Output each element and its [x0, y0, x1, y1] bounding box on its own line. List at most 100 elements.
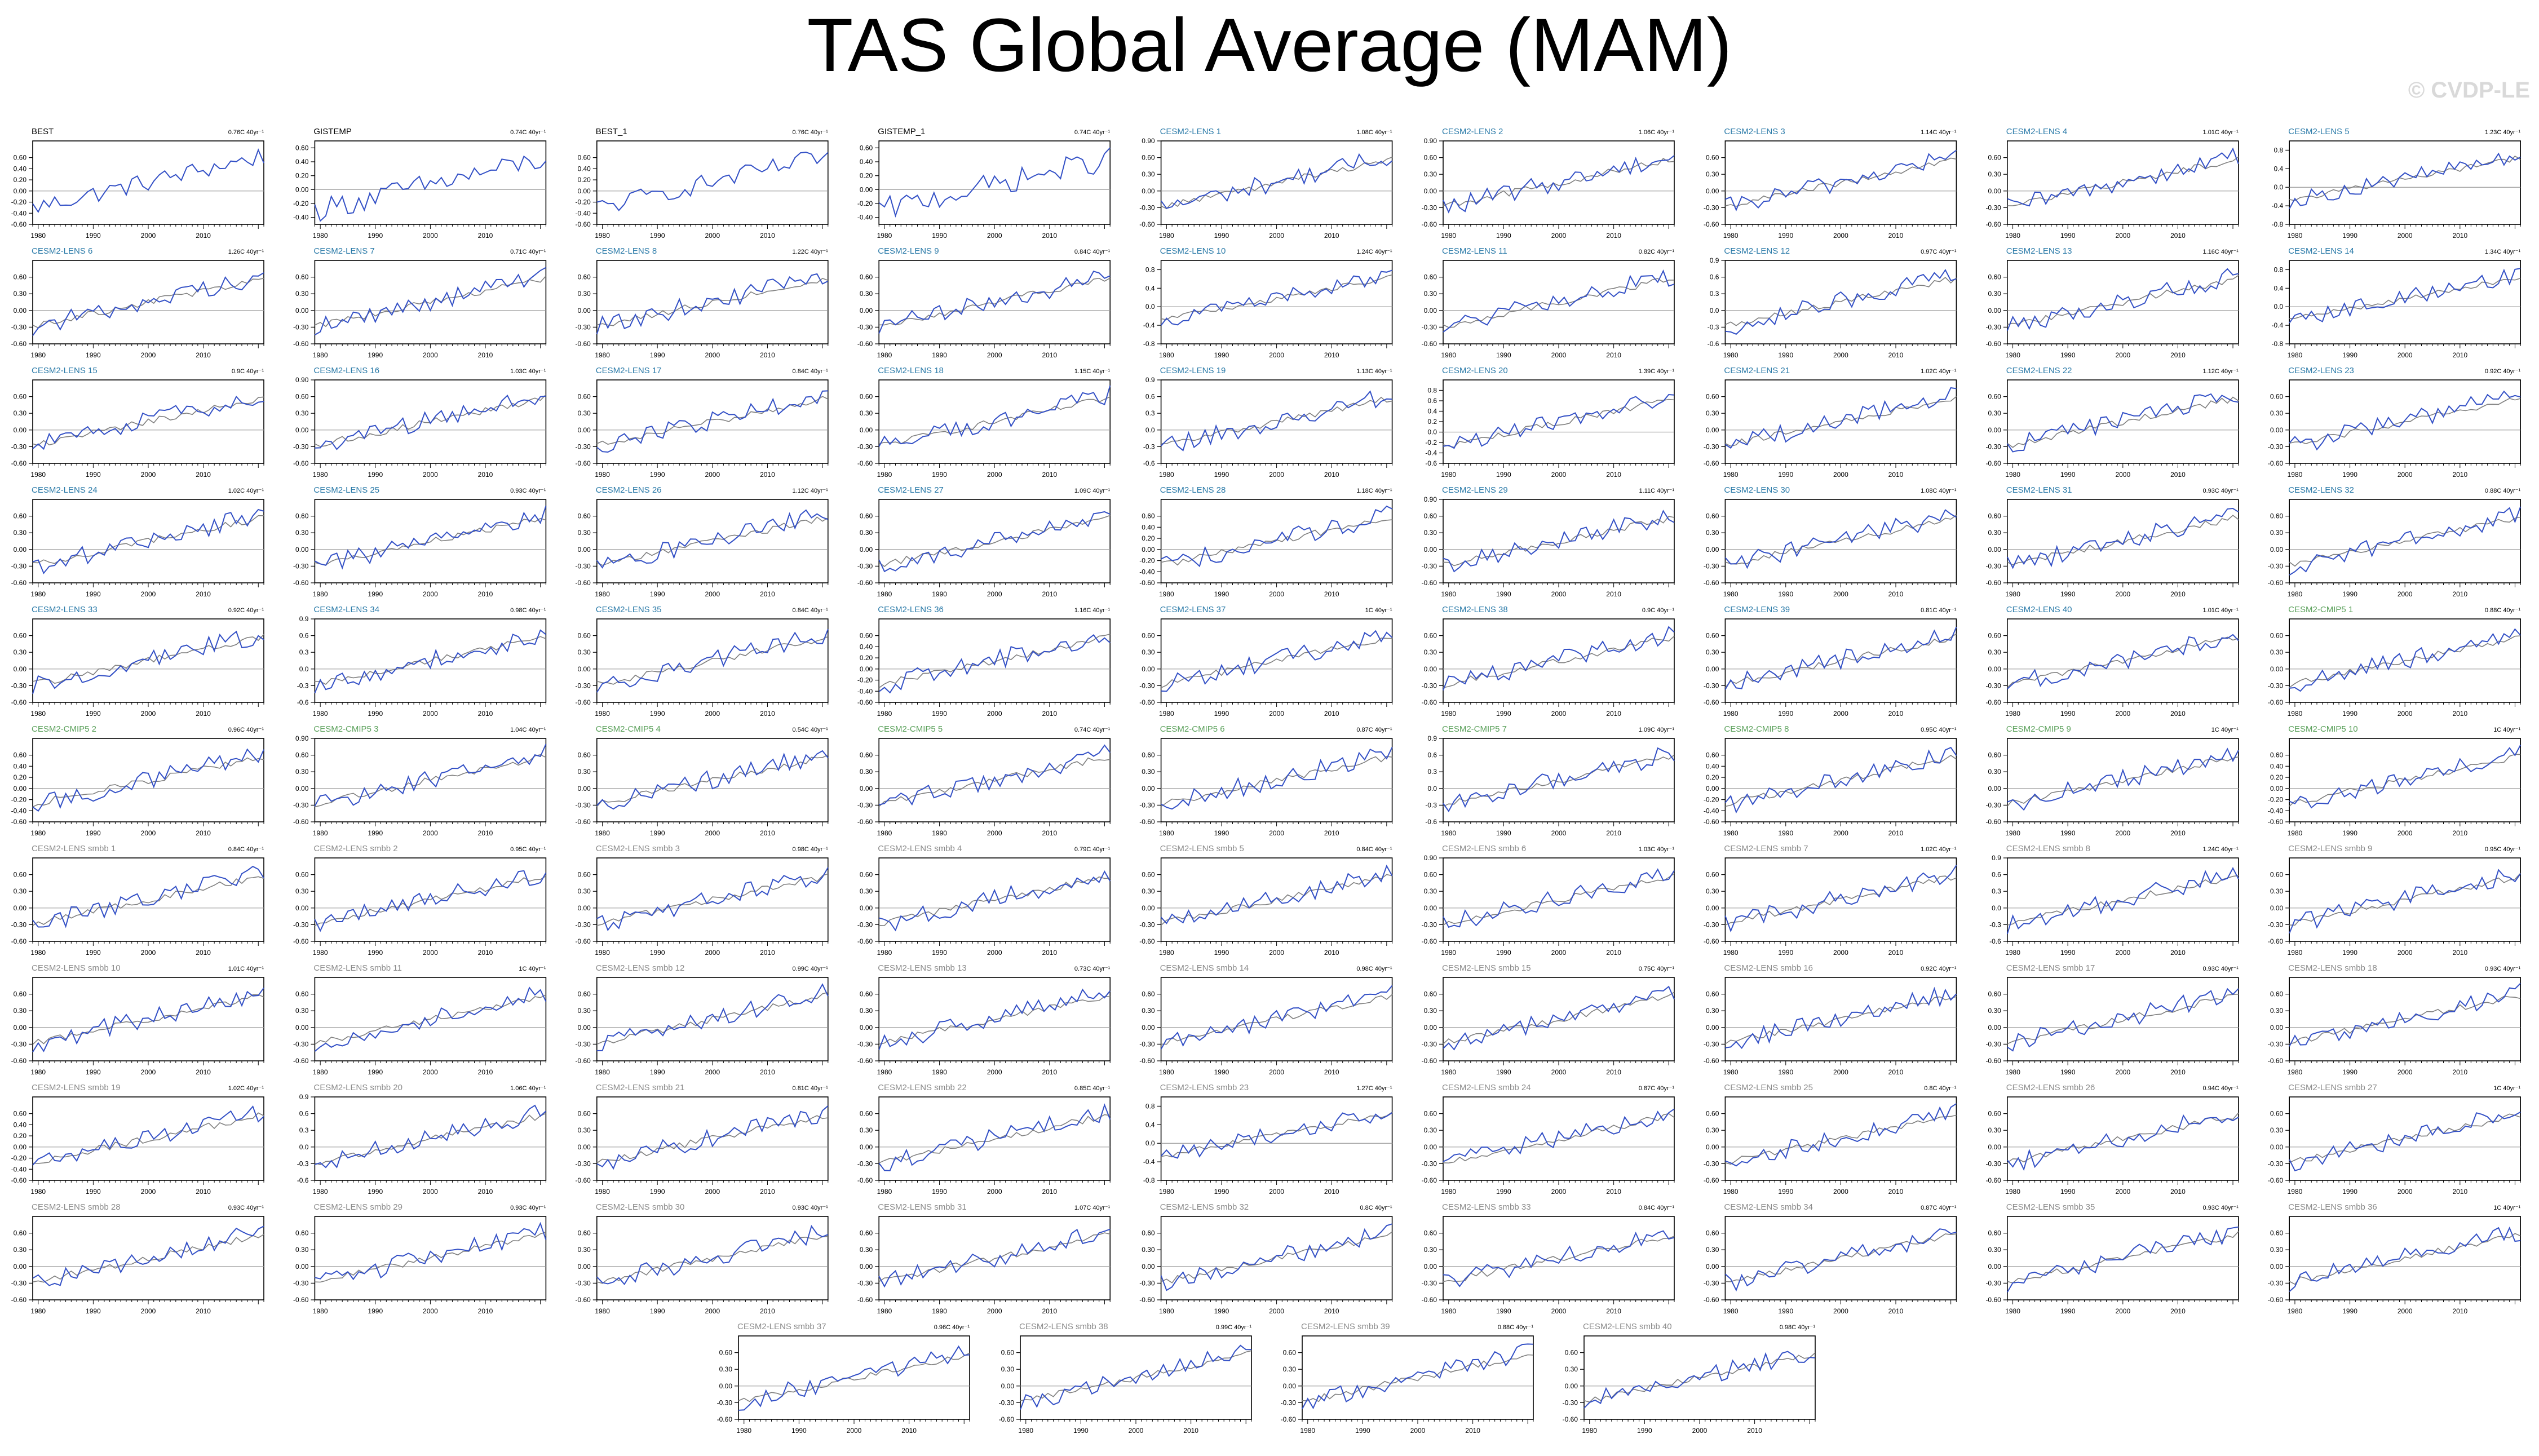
x-tick-label: 2010	[1888, 351, 1904, 359]
y-tick-label: 0.30	[860, 1007, 873, 1015]
y-tick-label: -0.60	[1985, 220, 2001, 228]
y-tick-label: -0.60	[575, 698, 591, 706]
panel: CESM2-LENS smbb 8 1.24C 40yr⁻¹ 0.9 0.6 0.3 0.…	[1989, 844, 2239, 957]
y-tick-label: -0.60	[293, 459, 309, 467]
panel-title: CESM2-LENS 5	[2288, 127, 2349, 136]
trend-label: 1.04C 40yr⁻¹	[510, 727, 546, 733]
series-line	[314, 629, 547, 693]
panel-title: CESM2-LENS smbb 1	[32, 844, 116, 853]
trend-label: 0.76C 40yr⁻¹	[228, 129, 264, 136]
x-tick-label: 2010	[478, 351, 493, 359]
series-line	[32, 272, 264, 336]
y-tick-label: 0.00	[1424, 546, 1437, 554]
x-tick-label: 1990	[1778, 710, 1793, 718]
y-tick-label: 0.60	[577, 632, 591, 640]
x-tick-label: 1990	[368, 1068, 383, 1076]
y-tick-label: -0.40	[575, 209, 591, 217]
y-tick-label: -0.60	[857, 1176, 873, 1184]
x-tick-label: 2010	[1888, 590, 1904, 598]
trend-label: 0.82C 40yr⁻¹	[1639, 249, 1675, 255]
y-tick-label: 0.9	[1710, 256, 1719, 264]
trend-label: 0.96C 40yr⁻¹	[228, 727, 264, 733]
plot-frame	[596, 738, 829, 822]
y-tick-label: 0.00	[1424, 307, 1437, 315]
y-tick-label: -0.8	[2272, 340, 2284, 348]
y-tick-label: 0.00	[295, 1024, 309, 1032]
ensemble-mean-line	[1443, 873, 1675, 926]
y-tick-label: -0.60	[11, 1176, 27, 1184]
x-tick-label: 1980	[2288, 590, 2303, 598]
y-tick-label: 0.60	[295, 871, 309, 879]
x-tick-label: 2000	[141, 829, 156, 837]
plot-frame	[1724, 738, 1957, 822]
panel-title: CESM2-LENS 31	[2006, 485, 2072, 495]
ensemble-mean-line	[1443, 158, 1675, 207]
x-tick-label: 1990	[368, 351, 383, 359]
y-tick-label: 0.00	[1988, 546, 2001, 554]
x-tick-label: 2010	[2170, 232, 2186, 240]
cvdp-watermark: © CVDP-LE	[2408, 78, 2530, 103]
y-tick-label: -0.20	[857, 676, 873, 684]
y-tick-label: -0.20	[1139, 557, 1155, 565]
ensemble-mean-line	[1725, 875, 1957, 926]
panel-title: CESM2-LENS smbb 11	[313, 963, 401, 973]
ensemble-mean-line	[1161, 756, 1392, 807]
y-tick-label: 0.60	[860, 273, 873, 281]
x-tick-label: 2000	[1269, 590, 1284, 598]
x-tick-label: 2000	[1269, 829, 1284, 837]
x-tick-label: 2010	[196, 1068, 211, 1076]
y-tick-label: 0.00	[577, 1143, 591, 1151]
panel: CESM2-LENS 2 1.06C 40yr⁻¹ 0.90 0.60 0.30 0.00…	[1422, 127, 1675, 240]
x-tick-label: 2000	[987, 829, 1002, 837]
x-tick-label: 2000	[2115, 710, 2130, 718]
x-tick-label: 1990	[932, 232, 947, 240]
y-tick-label: 0.30	[577, 1126, 591, 1134]
y-tick-label: -0.60	[857, 579, 873, 587]
x-tick-label: 2000	[1833, 949, 1848, 957]
y-tick-label: 0.30	[2270, 409, 2284, 417]
panel: CESM2-LENS 40 1.01C 40yr⁻¹ 0.60 0.30 0.00 -0.…	[1985, 605, 2239, 718]
y-tick-label: 0.60	[295, 990, 309, 998]
panel-title: BEST_1	[596, 127, 627, 136]
y-tick-label: 0.60	[2270, 512, 2284, 520]
panel-title: CESM2-LENS 16	[313, 366, 379, 375]
y-tick-label: 0.00	[14, 426, 27, 434]
x-tick-label: 1980	[1441, 590, 1456, 598]
y-tick-label: 0.60	[14, 751, 27, 759]
x-tick-label: 1980	[1159, 232, 1174, 240]
plot-frame	[596, 618, 829, 703]
x-tick-label: 2000	[423, 710, 438, 718]
x-tick-label: 2010	[2452, 1068, 2467, 1076]
panel-title: CESM2-LENS smbb 18	[2288, 963, 2377, 973]
panel-title: CESM2-CMIP5 1	[2288, 605, 2353, 614]
panel: CESM2-LENS 9 0.84C 40yr⁻¹ 0.60 0.30 0.00 -0.3…	[857, 246, 1111, 359]
x-tick-label: 2000	[987, 351, 1002, 359]
y-tick-label: -0.30	[857, 1160, 873, 1167]
panel-title: CESM2-LENS 15	[32, 366, 98, 375]
x-tick-label: 2000	[705, 590, 720, 598]
plot-frame	[2007, 738, 2239, 822]
x-tick-label: 1980	[877, 829, 892, 837]
y-tick-label: 0.60	[1988, 512, 2001, 520]
y-tick-label: 0.4	[2274, 165, 2284, 172]
panel-title: CESM2-CMIP5 10	[2288, 724, 2357, 734]
x-tick-label: 1990	[368, 232, 383, 240]
y-tick-label: -0.3	[297, 681, 309, 689]
trend-label: 1.24C 40yr⁻¹	[1356, 249, 1392, 255]
y-tick-label: 0.00	[1988, 785, 2001, 793]
ensemble-mean-line	[878, 634, 1111, 688]
y-tick-label: 0.30	[1706, 409, 1719, 417]
trend-label: 1C 40yr⁻¹	[519, 966, 546, 972]
trend-label: 1.24C 40yr⁻¹	[2203, 846, 2239, 853]
y-tick-label: -0.60	[1704, 220, 1719, 228]
ensemble-mean-line	[1443, 278, 1674, 328]
y-tick-label: -0.30	[1422, 323, 1437, 331]
x-tick-label: 1980	[1159, 829, 1174, 837]
plot-frame	[2007, 140, 2239, 225]
panel: CESM2-LENS 34 0.98C 40yr⁻¹ 0.9 0.6 0.3 0.0 -0.…	[297, 605, 547, 718]
panel-title: CESM2-LENS smbb 5	[1160, 844, 1244, 853]
y-tick-label: 0.00	[577, 904, 591, 912]
panel-title: CESM2-LENS 33	[32, 605, 98, 614]
x-tick-label: 1980	[1723, 710, 1739, 718]
trend-label: 0.99C 40yr⁻¹	[793, 966, 829, 972]
